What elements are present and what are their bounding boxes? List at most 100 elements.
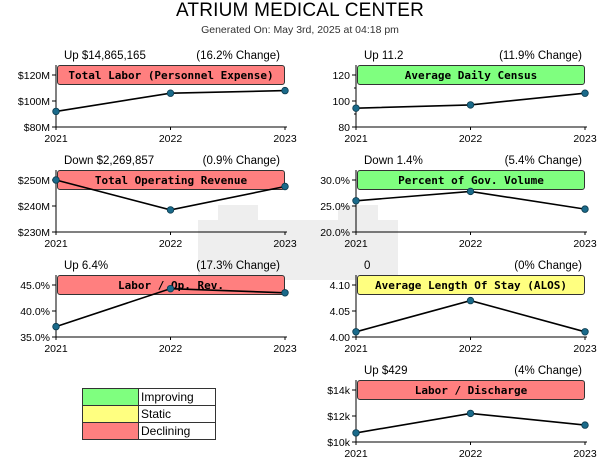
chart-panel-labor-discharge: Up $429 (4% Change) Labor / Discharge $10… (300, 365, 597, 465)
line-chart: 4.00 4.05 4.10 2021 2022 2023 (330, 275, 597, 355)
x-tick-label: 2022 (459, 448, 483, 460)
percent-change: (17.3% Change) (196, 260, 280, 272)
data-point (166, 206, 175, 214)
x-tick-label: 2022 (459, 238, 483, 250)
legend-label: Declining (141, 424, 191, 438)
line-chart: $80M $100M $120M 2021 2022 2023 (18, 65, 297, 145)
data-point (352, 328, 360, 336)
data-point (52, 176, 60, 184)
series-line (355, 299, 586, 333)
x-tick-label: 2022 (159, 238, 183, 250)
x-tick-label: 2021 (44, 133, 68, 145)
y-tick-label: 40.0% (20, 306, 50, 318)
x-tick-label: 2021 (344, 448, 368, 460)
y-tick-label: 100 (332, 96, 350, 108)
chart-panel-average-daily-census: Up 11.2 (11.9% Change) Average Daily Cen… (300, 50, 596, 150)
line-chart: $230M $240M $250M 2021 2022 2023 (18, 170, 297, 250)
y-tick-label: 25.0% (320, 201, 350, 213)
data-point (466, 101, 475, 109)
generated-timestamp: Generated On: May 3rd, 2025 at 04:18 pm (201, 24, 399, 36)
series-line (55, 287, 286, 328)
data-point (466, 409, 475, 418)
legend-item-improving: Improving (82, 388, 216, 406)
chart-panel-labor-op-rev: Up 6.4% (17.3% Change) Labor / Op. Rev. 3… (0, 260, 297, 360)
legend-label: Improving (141, 390, 194, 404)
y-tick-label: 4.05 (330, 306, 351, 318)
x-tick-label: 2023 (273, 238, 297, 250)
data-point (581, 328, 589, 336)
data-point (166, 89, 175, 97)
percent-change: (0% Change) (514, 260, 582, 272)
x-tick-label: 2021 (44, 238, 68, 250)
line-chart: 80 100 120 2021 2022 2023 (332, 65, 597, 145)
legend-swatch (83, 406, 139, 422)
y-tick-label: 4.00 (330, 332, 351, 344)
y-tick-label: 35.0% (20, 332, 50, 344)
legend-swatch (83, 423, 139, 439)
y-tick-label: 45.0% (20, 280, 50, 292)
x-tick-label: 2022 (459, 133, 483, 145)
x-tick-label: 2021 (344, 238, 368, 250)
chart-title-banner: Percent of Gov. Volume (357, 170, 585, 190)
x-tick-label: 2021 (44, 343, 68, 355)
percent-change: (5.4% Change) (504, 155, 582, 167)
x-tick-label: 2023 (273, 343, 297, 355)
y-tick-label: $230M (18, 227, 50, 239)
x-tick-label: 2022 (159, 133, 183, 145)
y-tick-label: 120 (332, 70, 350, 82)
change-text: Up $429 (364, 365, 408, 377)
y-tick-label: 30.0% (320, 175, 350, 187)
data-point (281, 86, 289, 95)
legend-label: Static (141, 407, 172, 421)
change-text: Up $14,865,165 (64, 50, 146, 62)
chart-title-banner: Total Labor (Personnel Expense) (57, 65, 285, 85)
chart-panel-alos: 0 (0% Change) Average Length Of Stay (AL… (300, 260, 597, 360)
percent-change: (11.9% Change) (499, 50, 582, 62)
series-line (55, 179, 286, 211)
percent-change: (0.9% Change) (202, 155, 280, 167)
x-tick-label: 2023 (573, 133, 597, 145)
chart-panel-total-labor: Up $14,865,165 (16.2% Change) Total Labo… (0, 50, 297, 150)
x-tick-label: 2023 (573, 343, 597, 355)
change-text: Down 1.4% (364, 155, 423, 167)
chart-title-banner: Average Daily Census (357, 65, 585, 85)
y-tick-label: $80M (24, 122, 50, 134)
data-point (52, 107, 60, 116)
status-legend: Improving Static Declining (82, 388, 216, 440)
chart-panel-percent-gov-volume: Down 1.4% (5.4% Change) Percent of Gov. … (300, 155, 597, 255)
data-point (52, 322, 60, 331)
watermark-logo (198, 205, 398, 280)
percent-change: (16.2% Change) (196, 50, 280, 62)
y-tick-label: $120M (18, 70, 50, 82)
line-chart: 20.0% 25.0% 30.0% 2021 2022 2023 (320, 170, 597, 250)
x-tick-label: 2022 (459, 343, 483, 355)
data-point (581, 89, 589, 97)
y-tick-label: 4.10 (330, 280, 351, 292)
x-tick-label: 2023 (573, 448, 597, 460)
x-tick-label: 2022 (159, 343, 183, 355)
y-tick-label: $12k (327, 411, 351, 423)
y-tick-label: $250M (18, 175, 50, 187)
y-tick-label: $100M (18, 96, 50, 108)
line-chart: $10k $12k $14k 2021 2022 2023 (327, 380, 597, 460)
chart-panel-total-operating-revenue: Down $2,269,857 (0.9% Change) Total Oper… (0, 155, 297, 255)
change-text: Up 6.4% (64, 260, 109, 272)
legend-item-static: Static (82, 405, 216, 423)
y-tick-label: 80 (338, 122, 350, 134)
report-title: ATRIUM MEDICAL CENTER (175, 0, 425, 21)
data-point (352, 429, 360, 437)
data-point (281, 289, 289, 297)
data-point (281, 182, 289, 191)
y-tick-label: 20.0% (320, 227, 350, 239)
data-point (581, 205, 589, 213)
line-chart: 35.0% 40.0% 45.0% 2021 2022 2023 (20, 275, 297, 355)
data-point (466, 187, 475, 196)
y-tick-label: $14k (327, 385, 351, 397)
change-text: Down $2,269,857 (64, 155, 155, 167)
data-point (166, 284, 175, 293)
y-tick-label: $10k (327, 437, 351, 449)
data-point (466, 296, 475, 305)
change-text: Up 11.2 (364, 50, 404, 62)
y-tick-label: $240M (18, 201, 50, 213)
legend-swatch (83, 389, 139, 405)
